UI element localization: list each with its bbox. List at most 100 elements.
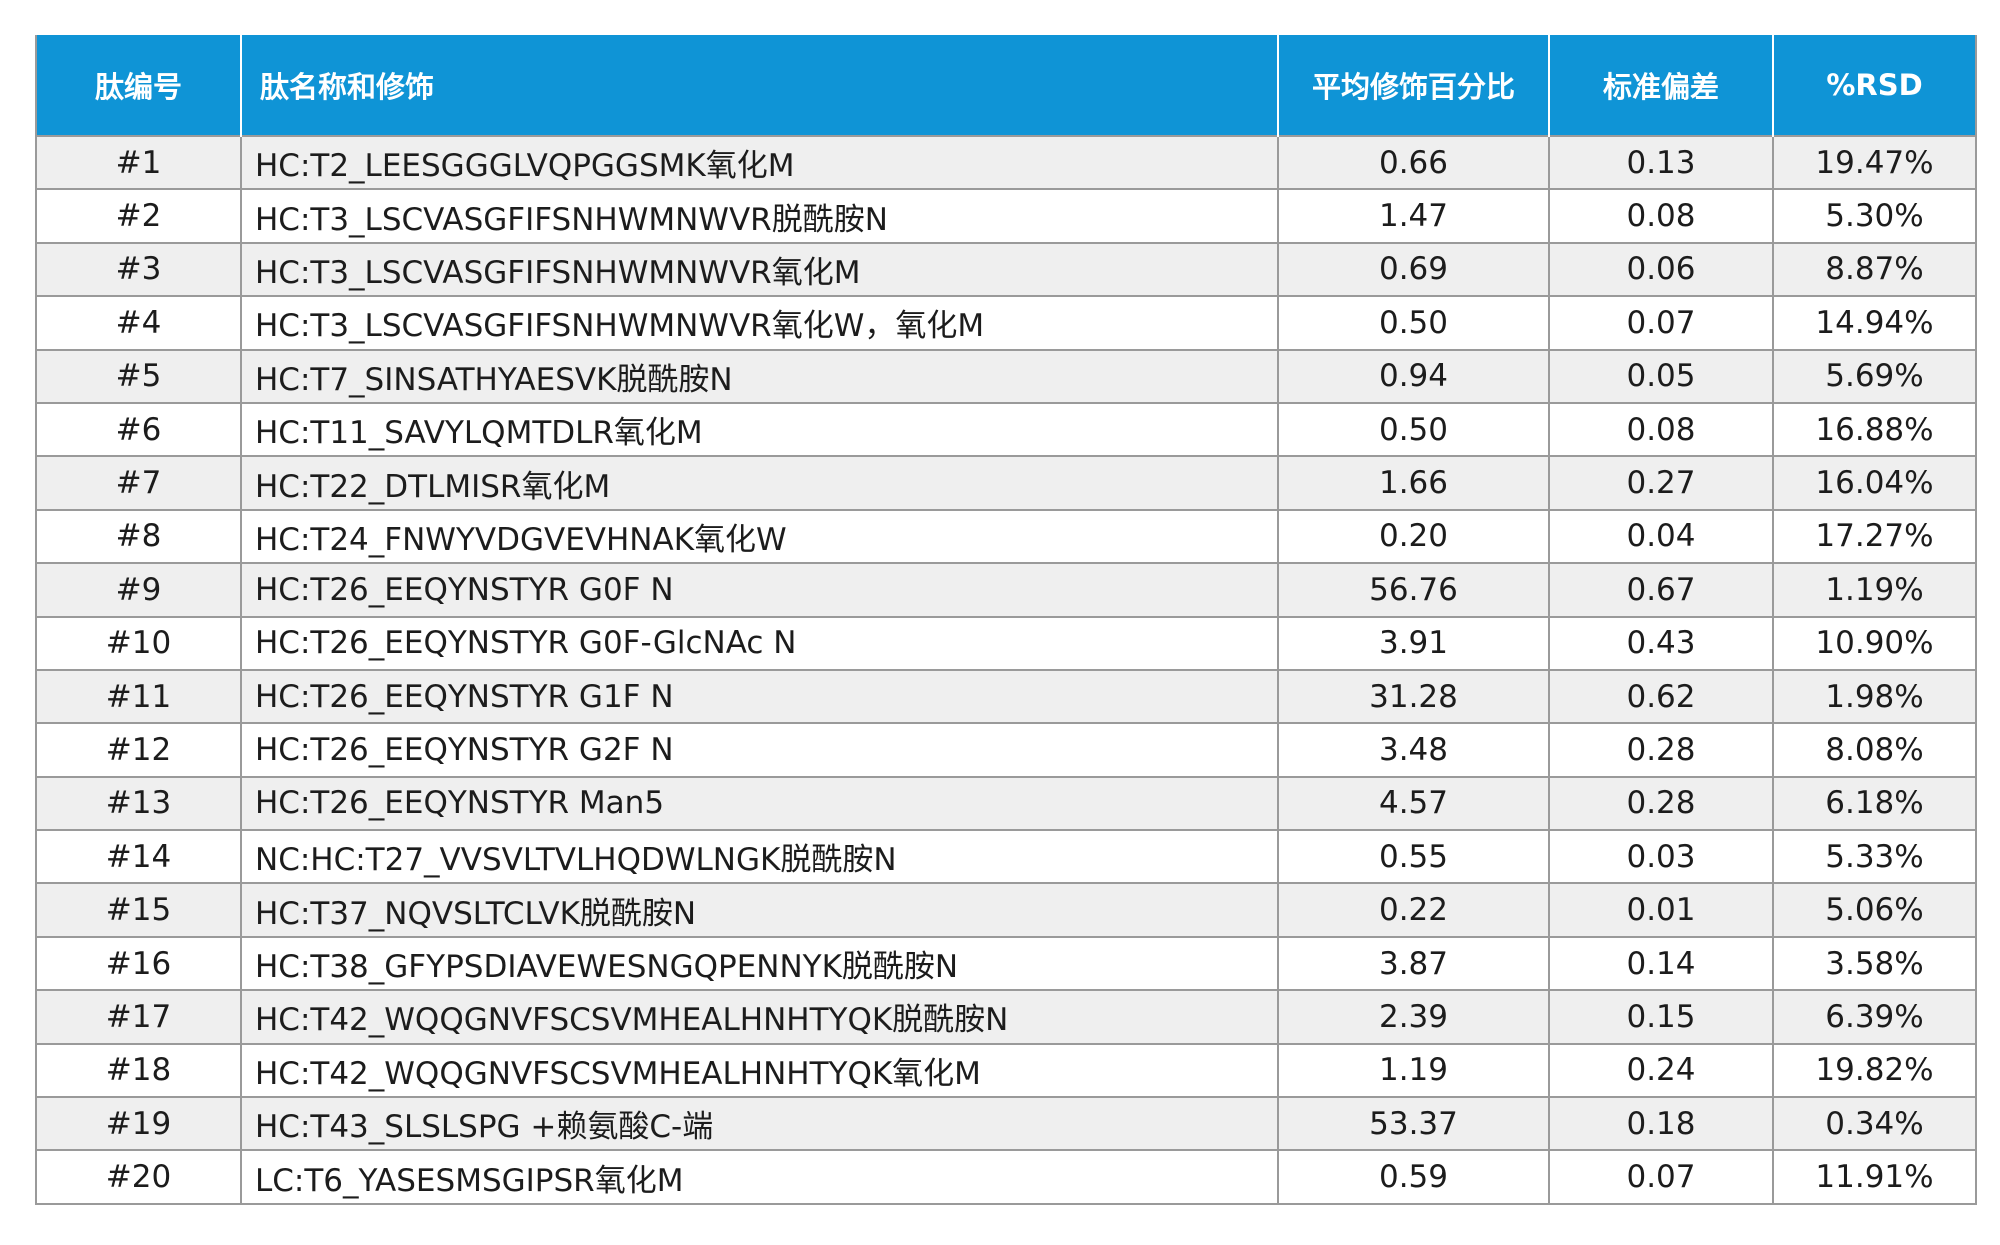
cell-peptide-name: HC:T43_SLSLSPG +赖氨酸C-端	[240, 1096, 1279, 1152]
cell-standard-deviation: 0.28	[1548, 722, 1774, 778]
cell-peptide-id: #11	[35, 668, 242, 725]
table-row: #11 HC:T26_EEQYNSTYR G1F N 31.28 0.62 1.98%	[35, 668, 1977, 725]
cell-rsd: 0.34%	[1772, 1096, 1977, 1152]
cell-peptide-id: #3	[35, 241, 242, 298]
cell-standard-deviation: 0.18	[1548, 1096, 1774, 1152]
cell-standard-deviation: 0.07	[1548, 295, 1774, 351]
table-row: #14 NC:HC:T27_VVSVLTVLHQDWLNGK脱酰胺N 0.55 0.0…	[35, 829, 1977, 885]
header-rsd: %RSD	[1772, 35, 1977, 136]
cell-standard-deviation: 0.27	[1548, 455, 1774, 511]
peptide-modification-table-container: 肽编号 肽名称和修饰 平均修饰百分比 标准偏差 %RSD #1 HC:T2_LEE…	[35, 35, 1977, 1205]
cell-mean-modification: 53.37	[1277, 1096, 1550, 1152]
cell-rsd: 19.82%	[1772, 1042, 1977, 1099]
table-row: #15 HC:T37_NQVSLTCLVK脱酰胺N 0.22 0.01 5.06%	[35, 882, 1977, 938]
cell-rsd: 14.94%	[1772, 295, 1977, 351]
cell-peptide-id: #12	[35, 722, 242, 778]
table-row: #20 LC:T6_YASESMSGIPSR氧化M 0.59 0.07 11.91%	[35, 1149, 1977, 1205]
cell-standard-deviation: 0.62	[1548, 668, 1774, 725]
cell-peptide-name: HC:T3_LSCVASGFIFSNHWMNWVR氧化M	[240, 241, 1279, 298]
header-standard-deviation: 标准偏差	[1548, 35, 1774, 136]
cell-standard-deviation: 0.14	[1548, 935, 1774, 992]
cell-mean-modification: 56.76	[1277, 562, 1550, 618]
cell-peptide-id: #10	[35, 615, 242, 671]
cell-mean-modification: 0.22	[1277, 882, 1550, 938]
cell-mean-modification: 3.87	[1277, 935, 1550, 992]
cell-peptide-id: #7	[35, 455, 242, 511]
cell-rsd: 1.98%	[1772, 668, 1977, 725]
cell-mean-modification: 0.66	[1277, 134, 1550, 191]
cell-peptide-name: HC:T38_GFYPSDIAVEWESNGQPENNYK脱酰胺N	[240, 935, 1279, 992]
cell-mean-modification: 0.94	[1277, 348, 1550, 404]
cell-peptide-name: HC:T7_SINSATHYAESVK脱酰胺N	[240, 348, 1279, 404]
cell-mean-modification: 3.91	[1277, 615, 1550, 671]
cell-peptide-name: HC:T42_WQQGNVFSCSVMHEALHNHTYQK脱酰胺N	[240, 989, 1279, 1045]
cell-mean-modification: 0.59	[1277, 1149, 1550, 1205]
cell-peptide-id: #5	[35, 348, 242, 404]
cell-mean-modification: 2.39	[1277, 989, 1550, 1045]
table-row: #12 HC:T26_EEQYNSTYR G2F N 3.48 0.28 8.08%	[35, 722, 1977, 778]
cell-rsd: 11.91%	[1772, 1149, 1977, 1205]
cell-peptide-id: #17	[35, 989, 242, 1045]
table-row: #18 HC:T42_WQQGNVFSCSVMHEALHNHTYQK氧化M 1.19…	[35, 1042, 1977, 1099]
cell-peptide-id: #19	[35, 1096, 242, 1152]
cell-peptide-name: HC:T11_SAVYLQMTDLR氧化M	[240, 401, 1279, 458]
header-peptide-name: 肽名称和修饰	[240, 35, 1279, 136]
cell-mean-modification: 0.55	[1277, 829, 1550, 885]
cell-rsd: 19.47%	[1772, 134, 1977, 191]
cell-peptide-name: HC:T26_EEQYNSTYR G0F-GlcNAc N	[240, 615, 1279, 671]
table-row: #7 HC:T22_DTLMISR氧化M 1.66 0.27 16.04%	[35, 455, 1977, 511]
header-mean-modification: 平均修饰百分比	[1277, 35, 1550, 136]
cell-peptide-id: #1	[35, 134, 242, 191]
cell-peptide-id: #6	[35, 401, 242, 458]
cell-standard-deviation: 0.24	[1548, 1042, 1774, 1099]
table-row: #13 HC:T26_EEQYNSTYR Man5 4.57 0.28 6.18%	[35, 775, 1977, 832]
cell-rsd: 16.88%	[1772, 401, 1977, 458]
peptide-modification-table: 肽编号 肽名称和修饰 平均修饰百分比 标准偏差 %RSD #1 HC:T2_LEE…	[35, 35, 1977, 1205]
cell-standard-deviation: 0.67	[1548, 562, 1774, 618]
cell-rsd: 3.58%	[1772, 935, 1977, 992]
cell-standard-deviation: 0.04	[1548, 508, 1774, 565]
cell-standard-deviation: 0.08	[1548, 401, 1774, 458]
cell-peptide-id: #14	[35, 829, 242, 885]
table-row: #6 HC:T11_SAVYLQMTDLR氧化M 0.50 0.08 16.88%	[35, 401, 1977, 458]
cell-peptide-name: NC:HC:T27_VVSVLTVLHQDWLNGK脱酰胺N	[240, 829, 1279, 885]
cell-peptide-name: HC:T42_WQQGNVFSCSVMHEALHNHTYQK氧化M	[240, 1042, 1279, 1099]
cell-mean-modification: 31.28	[1277, 668, 1550, 725]
cell-peptide-name: HC:T24_FNWYVDGVEVHNAK氧化W	[240, 508, 1279, 565]
cell-mean-modification: 1.19	[1277, 1042, 1550, 1099]
cell-peptide-name: LC:T6_YASESMSGIPSR氧化M	[240, 1149, 1279, 1205]
cell-rsd: 8.08%	[1772, 722, 1977, 778]
cell-peptide-name: HC:T26_EEQYNSTYR G2F N	[240, 722, 1279, 778]
cell-rsd: 5.33%	[1772, 829, 1977, 885]
table-row: #10 HC:T26_EEQYNSTYR G0F-GlcNAc N 3.91 0.43…	[35, 615, 1977, 671]
header-peptide-id: 肽编号	[35, 35, 242, 136]
table-row: #9 HC:T26_EEQYNSTYR G0F N 56.76 0.67 1.19%	[35, 562, 1977, 618]
cell-standard-deviation: 0.43	[1548, 615, 1774, 671]
table-row: #17 HC:T42_WQQGNVFSCSVMHEALHNHTYQK脱酰胺N 2.3…	[35, 989, 1977, 1045]
cell-mean-modification: 0.20	[1277, 508, 1550, 565]
cell-peptide-name: HC:T26_EEQYNSTYR Man5	[240, 775, 1279, 832]
table-header: 肽编号 肽名称和修饰 平均修饰百分比 标准偏差 %RSD	[35, 35, 1977, 136]
cell-rsd: 8.87%	[1772, 241, 1977, 298]
table-row: #4 HC:T3_LSCVASGFIFSNHWMNWVR氧化W，氧化M 0.50 0.…	[35, 295, 1977, 351]
cell-rsd: 1.19%	[1772, 562, 1977, 618]
table-row: #19 HC:T43_SLSLSPG +赖氨酸C-端 53.37 0.18 0.34%	[35, 1096, 1977, 1152]
cell-rsd: 10.90%	[1772, 615, 1977, 671]
cell-standard-deviation: 0.28	[1548, 775, 1774, 832]
cell-peptide-id: #9	[35, 562, 242, 618]
cell-standard-deviation: 0.08	[1548, 188, 1774, 244]
cell-peptide-name: HC:T26_EEQYNSTYR G1F N	[240, 668, 1279, 725]
cell-peptide-id: #8	[35, 508, 242, 565]
table-row: #3 HC:T3_LSCVASGFIFSNHWMNWVR氧化M 0.69 0.06 8.…	[35, 241, 1977, 298]
cell-rsd: 6.39%	[1772, 989, 1977, 1045]
cell-rsd: 5.30%	[1772, 188, 1977, 244]
cell-peptide-id: #2	[35, 188, 242, 244]
cell-rsd: 5.06%	[1772, 882, 1977, 938]
cell-standard-deviation: 0.01	[1548, 882, 1774, 938]
cell-mean-modification: 0.69	[1277, 241, 1550, 298]
table-row: #1 HC:T2_LEESGGGLVQPGGSMK氧化M 0.66 0.13 19.47…	[35, 134, 1977, 191]
cell-peptide-name: HC:T3_LSCVASGFIFSNHWMNWVR氧化W，氧化M	[240, 295, 1279, 351]
cell-standard-deviation: 0.05	[1548, 348, 1774, 404]
cell-mean-modification: 3.48	[1277, 722, 1550, 778]
table-row: #8 HC:T24_FNWYVDGVEVHNAK氧化W 0.20 0.04 17.27%	[35, 508, 1977, 565]
